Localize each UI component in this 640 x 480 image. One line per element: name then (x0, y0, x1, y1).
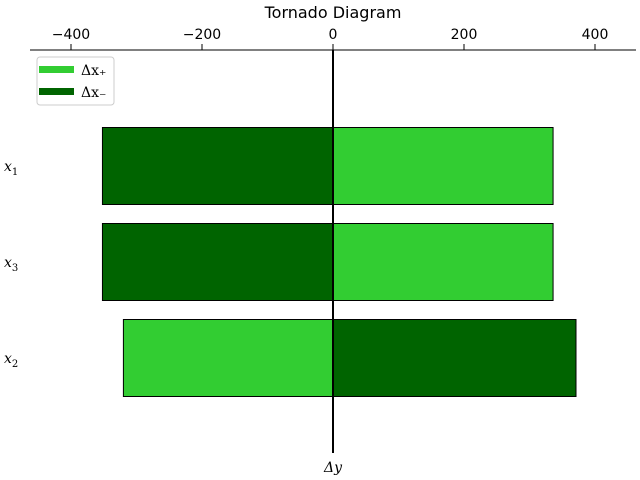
bar-segment (122, 319, 334, 397)
category-label: x2 (4, 351, 18, 370)
legend-swatch (39, 88, 74, 95)
x-axis-label: Δy (323, 460, 343, 476)
legend-label: Δx₊ (81, 63, 106, 79)
category-label-base: x (4, 351, 12, 367)
x-axis-ticks: −400 −200 0 200 400 (52, 27, 609, 50)
category-label-base: x (4, 159, 12, 175)
category-label-sub: 1 (12, 167, 18, 178)
category-label: x3 (4, 255, 18, 274)
category-label-base: x (4, 255, 12, 271)
legend-label: Δx₋ (81, 85, 106, 101)
x-tick-label: 400 (582, 27, 609, 43)
legend-swatch (39, 66, 74, 73)
bar-segment (332, 127, 554, 205)
x-tick-label: 200 (451, 27, 478, 43)
category-label-sub: 2 (12, 359, 18, 370)
category-label-sub: 3 (12, 263, 18, 274)
bar-segment (332, 223, 554, 301)
bar-segment (332, 319, 577, 397)
category-label: x1 (4, 159, 18, 178)
x-tick-label: −400 (52, 27, 90, 43)
bar-segment (101, 127, 334, 205)
x-tick-label: 0 (329, 27, 338, 43)
x-tick-label: −200 (183, 27, 221, 43)
legend: Δx₊ Δx₋ (36, 56, 115, 106)
bars-group (101, 127, 577, 397)
bar-segment (101, 223, 334, 301)
chart-title: Tornado Diagram (264, 3, 402, 22)
